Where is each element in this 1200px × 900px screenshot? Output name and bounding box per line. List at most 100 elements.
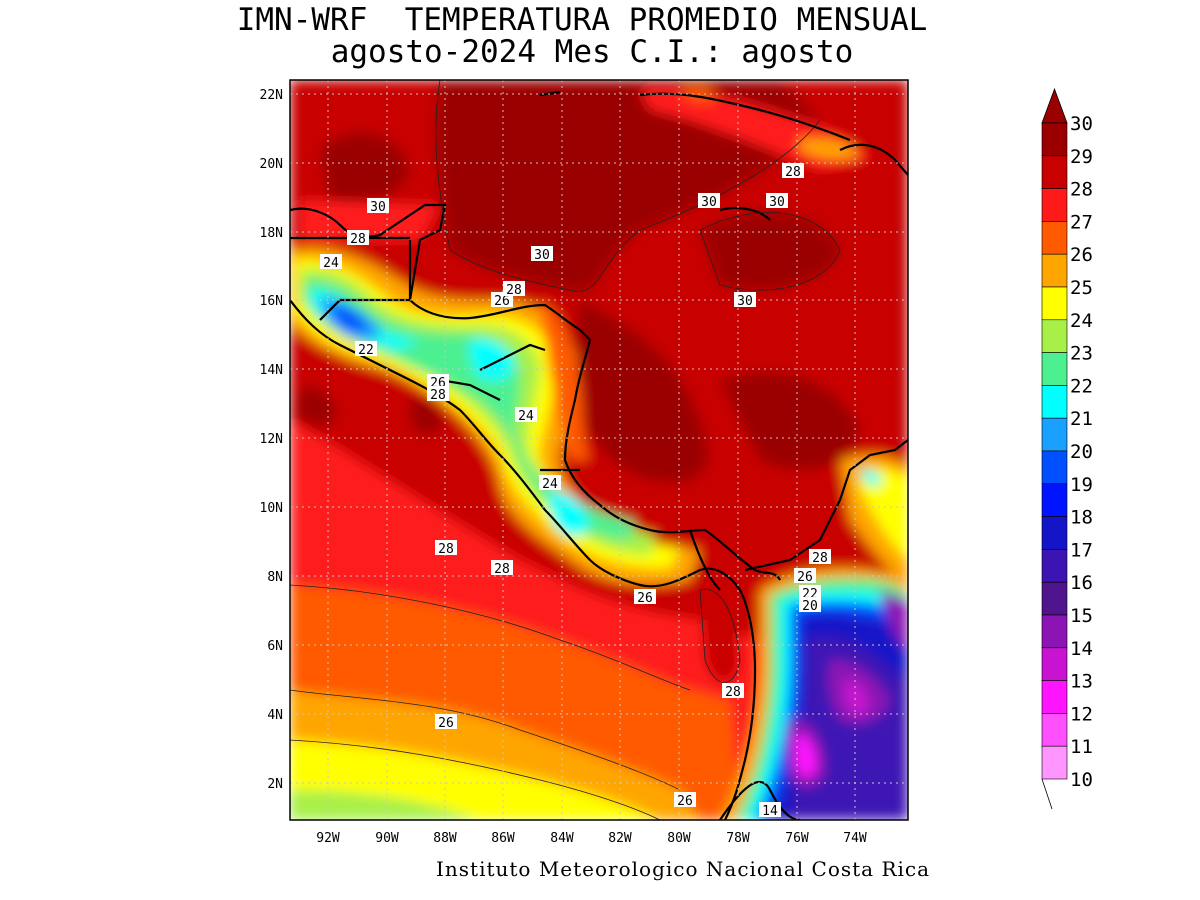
colorbar-label: 27 [1070,211,1093,233]
colorbar-swatch [1041,286,1068,321]
svg-text:24: 24 [542,477,558,492]
svg-text:30: 30 [701,195,717,210]
contour-label: 28 [427,386,449,403]
colorbar-swatch [1041,483,1068,517]
colorbar-swatch [1041,745,1068,780]
svg-text:28: 28 [812,551,828,566]
svg-text:28: 28 [725,685,741,700]
svg-text:28: 28 [350,232,366,247]
colorbar-swatch [1041,549,1068,583]
lat-tick-label: 14N [260,363,283,378]
colorbar-label: 14 [1070,638,1093,660]
svg-text:26: 26 [438,716,454,731]
lon-tick-label: 86W [491,831,515,846]
colorbar-label: 15 [1070,605,1093,627]
contour-label: 30 [698,193,720,210]
colorbar-label: 24 [1070,310,1093,332]
contour-label: 22 [355,341,377,358]
graticule [290,80,908,820]
colorbar-bottom-arrow [1041,778,1053,810]
lat-tick-label: 22N [260,88,283,103]
longitude-labels: 92W 90W 88W 86W 84W 82W 80W 78W 76W 74W [316,831,867,846]
lat-tick-label: 2N [267,777,283,792]
contour-label: 24 [515,407,537,424]
colorbar-top-arrow [1041,87,1068,124]
contour-label: 28 [722,683,744,700]
svg-text:30: 30 [534,248,550,263]
contour-label: 28 [782,163,804,180]
contour-label: 20 [799,597,821,614]
svg-text:26: 26 [637,591,653,606]
colorbar-swatch [1041,385,1068,419]
contour-label: 26 [634,589,656,606]
contour-label: 28 [503,281,525,298]
svg-text:26: 26 [494,294,510,309]
colorbar-label: 30 [1070,113,1093,135]
lat-tick-label: 16N [260,294,283,309]
latitude-labels: 22N 20N 18N 16N 14N 12N 10N 8N 6N 4N 2N [260,88,283,792]
svg-text:20: 20 [802,599,818,614]
svg-text:30: 30 [769,195,785,210]
lon-tick-label: 80W [667,831,691,846]
colorbar-swatch [1041,647,1068,681]
colorbar-swatch [1041,253,1068,288]
colorbar-label: 16 [1070,572,1093,594]
colorbar-swatch [1041,713,1068,747]
contour-label: 30 [766,193,788,210]
contour-label: 30 [734,292,756,309]
svg-text:26: 26 [677,794,693,809]
contour-label: 30 [367,198,389,215]
colorbar-label: 18 [1070,507,1093,529]
colorbar-swatch [1041,221,1068,255]
lon-tick-label: 88W [433,831,457,846]
contour-label: 30 [531,246,553,263]
colorbar-swatch [1041,581,1068,616]
lat-tick-label: 10N [260,501,283,516]
colorbar-label: 22 [1070,375,1093,397]
lon-tick-label: 90W [375,831,399,846]
svg-text:28: 28 [494,562,510,577]
contour-label: 14 [759,802,781,819]
colorbar-swatch [1041,122,1068,157]
lon-tick-label: 76W [785,831,809,846]
colorbar-label: 11 [1070,736,1093,758]
colorbar-label: 20 [1070,441,1093,463]
svg-text:24: 24 [518,409,534,424]
svg-text:28: 28 [438,542,454,557]
svg-text:28: 28 [430,388,446,403]
contour-label: 24 [539,475,561,492]
colorbar-swatch [1041,450,1068,485]
contour-label: 26 [435,714,457,731]
lon-tick-label: 74W [843,831,867,846]
colorbar-label: 21 [1070,408,1093,430]
colorbar-swatch [1041,188,1068,222]
contour-label: 26 [674,792,696,809]
lat-tick-label: 18N [260,226,283,241]
colorbar-label: 29 [1070,146,1093,168]
plot-frame [289,79,909,821]
colorbar-swatch [1041,417,1068,452]
colorbar-label: 25 [1070,277,1093,299]
contour-lines [290,80,841,820]
colorbar-swatch [1041,155,1068,189]
svg-text:28: 28 [785,165,801,180]
colorbar-label: 12 [1070,703,1093,725]
temperature-field [290,80,908,820]
lon-tick-label: 82W [608,831,632,846]
contour-label: 28 [809,549,831,566]
footer-credit: Instituto Meteorologico Nacional Costa R… [436,857,931,881]
svg-text:30: 30 [737,294,753,309]
lat-tick-label: 20N [260,157,283,172]
contour-label: 28 [347,230,369,247]
colorbar-swatch [1041,352,1068,386]
lat-tick-label: 12N [260,432,283,447]
svg-text:24: 24 [323,256,339,271]
colorbar-swatch [1041,319,1068,353]
colorbar: 30 29 28 27 26 25 24 23 22 21 20 19 18 17 16 15 14 13 12 11… [1041,87,1093,810]
lon-tick-label: 92W [316,831,340,846]
contour-label: 24 [320,254,342,271]
lon-tick-label: 78W [726,831,750,846]
colorbar-label: 19 [1070,474,1093,496]
